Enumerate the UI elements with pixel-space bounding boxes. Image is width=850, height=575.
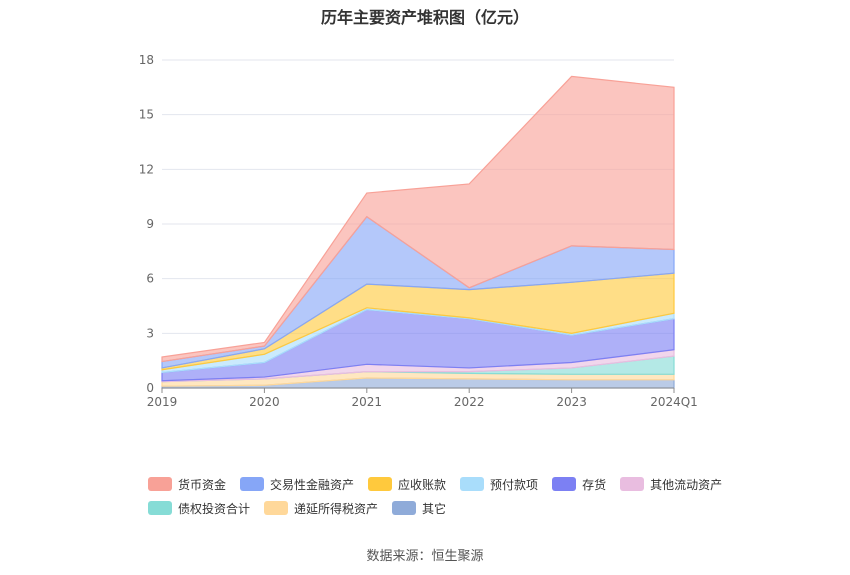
legend-swatch	[460, 477, 485, 491]
y-tick-label: 9	[146, 217, 154, 231]
chart-legend: 货币资金 交易性金融资产 应收账款 预付款项 存货 其他流动资产债权投资合计 递延所得税资产…	[148, 472, 748, 520]
legend-item[interactable]: 存货	[552, 472, 606, 496]
legend-item[interactable]: 应收账款	[368, 472, 446, 496]
legend-label: 应收账款	[398, 477, 447, 492]
y-tick-label: 6	[146, 272, 154, 286]
source-note: 数据来源：恒生聚源	[366, 549, 484, 564]
legend-label: 交易性金融资产	[270, 477, 355, 492]
axis-layer: 0 3 6 9 12 15 18 2019 2020 2021 2022 2023 2024Q1	[139, 53, 698, 409]
legend-label: 其他流动资产	[650, 477, 723, 492]
y-tick-label: 15	[139, 108, 154, 122]
legend-label: 存货	[582, 477, 607, 492]
x-tick-label: 2020	[249, 395, 280, 409]
legend-swatch	[148, 501, 172, 515]
legend-item[interactable]: 货币资金	[148, 472, 226, 496]
legend-item[interactable]: 递延所得税资产	[264, 496, 378, 520]
area-series-8	[161, 75, 675, 363]
legend-swatch	[620, 477, 645, 491]
chart-title: 历年主要资产堆积图（亿元）	[320, 8, 529, 27]
legend-swatch	[148, 477, 172, 491]
legend-item[interactable]: 预付款项	[460, 472, 538, 496]
area-layer	[161, 75, 675, 389]
legend-swatch	[392, 501, 417, 515]
x-tick-label: 2019	[147, 395, 178, 409]
legend-swatch	[552, 477, 577, 491]
legend-item[interactable]: 其他流动资产	[620, 472, 722, 496]
legend-swatch	[368, 477, 393, 491]
x-tick-label: 2023	[556, 395, 587, 409]
legend-label: 递延所得税资产	[294, 501, 379, 516]
y-tick-label: 12	[139, 162, 154, 176]
x-tick-label: 2021	[352, 395, 383, 409]
legend-label: 其它	[422, 501, 447, 516]
legend-row: 债权投资合计 递延所得税资产 其它	[148, 496, 748, 520]
legend-swatch	[240, 477, 265, 491]
legend-label: 债权投资合计	[178, 501, 251, 516]
legend-item[interactable]: 其它	[392, 496, 446, 520]
legend-label: 预付款项	[490, 477, 539, 492]
x-tick-label: 2022	[454, 395, 485, 409]
y-tick-label: 18	[139, 53, 154, 67]
y-tick-label: 3	[146, 326, 154, 340]
legend-swatch	[264, 501, 289, 515]
legend-row: 货币资金 交易性金融资产 应收账款 预付款项 存货 其他流动资产	[148, 472, 748, 496]
y-tick-label: 0	[146, 381, 154, 395]
legend-label: 货币资金	[178, 477, 227, 492]
legend-item[interactable]: 交易性金融资产	[240, 472, 354, 496]
x-tick-label: 2024Q1	[650, 395, 698, 409]
legend-item[interactable]: 债权投资合计	[148, 496, 250, 520]
